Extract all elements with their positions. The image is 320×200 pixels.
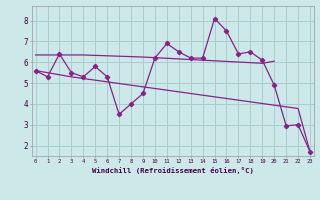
X-axis label: Windchill (Refroidissement éolien,°C): Windchill (Refroidissement éolien,°C) (92, 167, 254, 174)
